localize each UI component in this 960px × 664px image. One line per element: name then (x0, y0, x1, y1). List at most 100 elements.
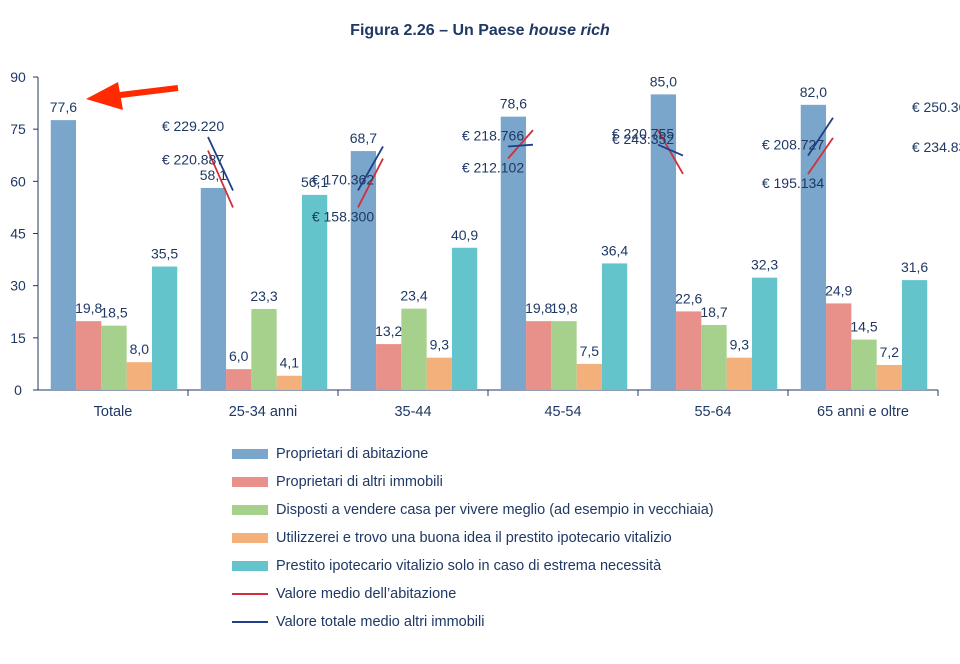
series-line-segment (507, 143, 534, 148)
line-label: € 170.362 (312, 171, 374, 187)
annotation-arrow-head (86, 82, 123, 110)
bar-label: 13,2 (375, 323, 402, 339)
bar-label: 18,7 (700, 304, 727, 320)
line-label: € 229.220 (162, 118, 224, 134)
y-tick-label: 0 (14, 382, 22, 398)
bar (826, 303, 852, 390)
bar (50, 120, 77, 390)
chart-svg: 0 15 30 45 60 75 90 Totale 25-34 anni 35-44 45-54 5… (10, 69, 960, 420)
bar-label: 19,8 (525, 300, 552, 316)
bar-label: 68,7 (350, 130, 377, 146)
bar-label: 77,6 (50, 99, 77, 115)
series-line-segment (807, 117, 834, 157)
bar-label: 7,5 (580, 343, 600, 359)
bar (151, 266, 178, 390)
bar-label: 22,6 (675, 290, 702, 306)
bar (650, 94, 677, 390)
chart-title: Figura 2.26 – Un Paese house rich (0, 22, 960, 40)
bar-label: 24,9 (825, 282, 852, 298)
legend-swatch (232, 477, 268, 487)
chart-legend: Proprietari di abitazione Proprietari di … (232, 440, 714, 636)
bar (851, 339, 877, 390)
bar-label: 78,6 (500, 96, 527, 112)
bar (401, 308, 427, 390)
bar-label: 82,0 (800, 84, 827, 100)
y-tick-label: 90 (10, 69, 26, 85)
bar (551, 321, 577, 390)
legend-label: Valore medio dell’abitazione (276, 586, 457, 602)
bar (676, 311, 702, 390)
x-tick-label: 65 anni e oltre (817, 404, 909, 420)
bar-label: 19,8 (75, 300, 102, 316)
bar (251, 308, 277, 390)
line-label: € 250.366 (912, 99, 960, 115)
bar (376, 344, 402, 390)
bar (451, 247, 478, 390)
bar-label: 56,1 (301, 174, 328, 190)
bar-label: 9,3 (730, 337, 750, 353)
x-tick-label: Totale (94, 404, 133, 420)
bar (426, 357, 452, 390)
annotation-arrow-shaft (111, 85, 179, 99)
bar-label: 85,0 (650, 73, 677, 89)
legend-label: Valore totale medio altri immobili (276, 614, 485, 630)
bar (301, 194, 328, 390)
line-label: € 212.102 (462, 160, 524, 176)
line-label: € 234.837 (912, 139, 960, 155)
legend-item: Disposti a vendere casa per vivere megli… (232, 496, 714, 524)
chart-title-italic: house rich (528, 22, 610, 39)
bar-label: 18,5 (100, 305, 127, 321)
bar-label: 40,9 (451, 227, 478, 243)
series-line-segment (357, 146, 384, 191)
bar (576, 363, 602, 390)
bar (126, 362, 152, 390)
line-label: € 158.300 (312, 208, 374, 224)
legend-label: Proprietari di altri immobili (276, 474, 443, 490)
legend-swatch (232, 561, 268, 571)
bar (276, 375, 302, 390)
series-line-segment (207, 150, 234, 208)
y-tick-label: 45 (10, 226, 26, 242)
bar-label: 19,8 (550, 300, 577, 316)
line-label: € 208.727 (762, 137, 824, 153)
bar (76, 321, 102, 390)
legend-item: Proprietari di abitazione (232, 440, 714, 468)
legend-label: Disposti a vendere casa per vivere megli… (276, 502, 714, 518)
bar-label: 14,5 (850, 319, 877, 335)
series-line-segment (657, 129, 684, 175)
legend-swatch (232, 621, 268, 623)
legend-label: Utilizzerei e trovo una buona idea il pr… (276, 530, 672, 546)
legend-swatch (232, 505, 268, 515)
bar-label: 36,4 (601, 242, 628, 258)
bar-label: 23,4 (400, 288, 427, 304)
bar-label: 31,6 (901, 259, 928, 275)
series-line-segment (357, 158, 384, 208)
bar (901, 280, 928, 390)
legend-item: Prestito ipotecario vitalizio solo in ca… (232, 552, 714, 580)
series-line-segment (657, 143, 684, 157)
legend-swatch (232, 449, 268, 459)
line-label: € 220.755 (612, 126, 674, 142)
bar-label: 8,0 (130, 341, 150, 357)
y-tick-label: 30 (10, 278, 26, 294)
bar (350, 151, 377, 390)
bar (601, 263, 628, 390)
x-tick-label: 35-44 (394, 404, 431, 420)
legend-label: Prestito ipotecario vitalizio solo in ca… (276, 558, 662, 574)
bar (701, 324, 727, 390)
bar (526, 321, 552, 390)
bar-label: 35,5 (151, 246, 178, 262)
x-tick-label: 55-64 (694, 404, 731, 420)
chart-title-main: Figura 2.26 – Un Paese (350, 22, 529, 39)
legend-item: Valore medio dell’abitazione (232, 580, 714, 608)
bar (876, 364, 902, 390)
bar (751, 277, 778, 390)
legend-item: Proprietari di altri immobili (232, 468, 714, 496)
y-tick-label: 15 (10, 330, 26, 346)
legend-item: Valore totale medio altri immobili (232, 608, 714, 636)
bar (200, 187, 227, 390)
bar-label: 23,3 (250, 288, 277, 304)
series-line-segment (207, 136, 234, 191)
line-label: € 218.766 (462, 127, 524, 143)
bar-label: 9,3 (430, 337, 450, 353)
